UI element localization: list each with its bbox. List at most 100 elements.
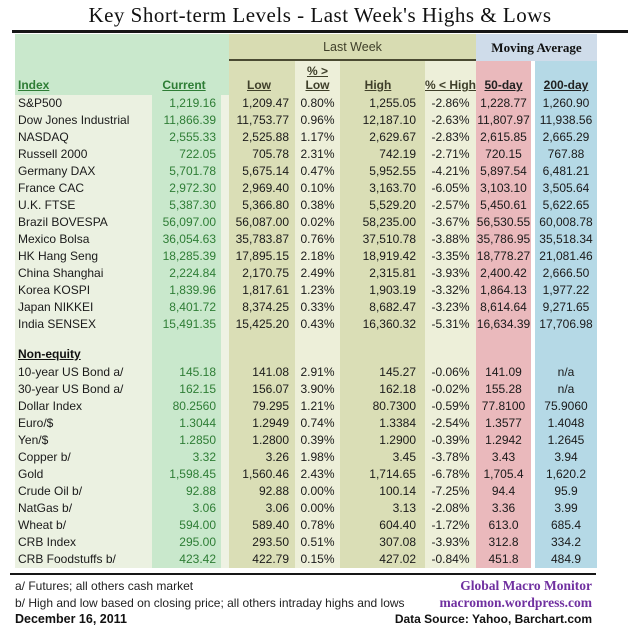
cell-ma50: 8,614.64 (476, 299, 531, 316)
cell-ma50 (476, 333, 531, 345)
moving-average-label: Moving Average (491, 39, 582, 55)
cell-ma200: n/a (535, 364, 597, 381)
cell-ma50: 720.15 (476, 146, 531, 163)
cell-pct-above-low (295, 333, 340, 345)
column-header-pct-below-high: % < High (425, 61, 476, 95)
cell-index: U.K. FTSE (15, 197, 152, 214)
cell-pct-above-low: 1.21% (295, 398, 340, 415)
cell-pct-above-low: 2.43% (295, 466, 340, 483)
cell-index: India SENSEX (15, 316, 152, 333)
table-row: HK Hang Seng 18,285.39 17,895.15 2.18% 18,91… (15, 248, 597, 265)
cell-current (152, 333, 221, 345)
cell-ma200: 1.2645 (535, 432, 597, 449)
column-gap (221, 95, 229, 112)
cell-index: Mexico Bolsa (15, 231, 152, 248)
column-gap (531, 534, 535, 551)
cell-ma200: 3,505.64 (535, 180, 597, 197)
cell-high: 162.18 (340, 381, 425, 398)
column-header-high: High (340, 61, 425, 95)
cell-ma200: 1,260.90 (535, 95, 597, 112)
cell-pct-below-high: -0.39% (425, 432, 476, 449)
cell-index: Russell 2000 (15, 146, 152, 163)
column-gap (531, 551, 535, 568)
column-gap (221, 449, 229, 466)
cell-index: CRB Index (15, 534, 152, 551)
cell-high: 307.08 (340, 534, 425, 551)
cell-high: 3.13 (340, 500, 425, 517)
cell-pct-below-high: -3.78% (425, 449, 476, 466)
cell-ma200: 1,620.2 (535, 466, 597, 483)
cell-high (340, 345, 425, 364)
column-gap (221, 146, 229, 163)
cell-ma50: 2,615.85 (476, 129, 531, 146)
footnote-b: b/ High and low based on closing price; … (15, 595, 405, 610)
cell-current: 1.2850 (152, 432, 221, 449)
cell-ma50 (476, 345, 531, 364)
cell-low: 589.40 (229, 517, 295, 534)
cell-low: 1,560.46 (229, 466, 295, 483)
table-row: Mexico Bolsa 36,054.63 35,783.87 0.76% 37,51… (15, 231, 597, 248)
cell-pct-above-low: 0.39% (295, 432, 340, 449)
cell-ma50: 155.28 (476, 381, 531, 398)
cell-high: 2,315.81 (340, 265, 425, 282)
cell-pct-below-high: -1.72% (425, 517, 476, 534)
cell-ma200: 2,665.29 (535, 129, 597, 146)
column-gap (531, 432, 535, 449)
cell-ma50: 18,778.27 (476, 248, 531, 265)
cell-pct-below-high: -3.23% (425, 299, 476, 316)
table-row: Brazil BOVESPA 56,097.00 56,087.00 0.02% 58,… (15, 214, 597, 231)
cell-pct-below-high: -3.88% (425, 231, 476, 248)
cell-pct-above-low: 0.38% (295, 197, 340, 214)
cell-index: Euro/$ (15, 415, 152, 432)
cell-ma200: 17,706.98 (535, 316, 597, 333)
cell-pct-above-low: 0.80% (295, 95, 340, 112)
cell-current: 1,839.96 (152, 282, 221, 299)
cell-pct-below-high: -2.08% (425, 500, 476, 517)
cell-pct-below-high: -6.05% (425, 180, 476, 197)
cell-ma50: 35,786.95 (476, 231, 531, 248)
cell-index (15, 333, 152, 345)
cell-ma50: 3,103.10 (476, 180, 531, 197)
cell-index: China Shanghai (15, 265, 152, 282)
table-row: CRB Foodstuffs b/423.42 422.79 0.15% 427.02… (15, 551, 597, 568)
cell-high: 37,510.78 (340, 231, 425, 248)
cell-ma200: 75.9060 (535, 398, 597, 415)
cell-current: 36,054.63 (152, 231, 221, 248)
column-gap (221, 345, 229, 364)
column-gap (221, 248, 229, 265)
column-gap (531, 265, 535, 282)
cell-ma200: 484.9 (535, 551, 597, 568)
cell-pct-above-low: 0.15% (295, 551, 340, 568)
levels-table: Last Week Moving Average Index Current L… (15, 34, 597, 573)
brand-url: macromon.wordpress.com (439, 594, 592, 610)
table-row: 10-year US Bond a/145.18 141.08 2.91% 145.2… (15, 364, 597, 381)
column-gap (531, 483, 535, 500)
table-row: Crude Oil b/92.88 92.88 0.00% 100.14 -7.25% 9… (15, 483, 597, 500)
table-row: CRB Index 295.00 293.50 0.51% 307.08 -3.93% 31… (15, 534, 597, 551)
column-gap (221, 129, 229, 146)
cell-ma50: 451.8 (476, 551, 531, 568)
group-header-spacer (15, 34, 229, 61)
cell-low: 11,753.77 (229, 112, 295, 129)
cell-current: 2,555.33 (152, 129, 221, 146)
cell-low: 5,366.80 (229, 197, 295, 214)
cell-index: Non-equity (15, 345, 152, 364)
cell-pct-below-high: -6.78% (425, 466, 476, 483)
cell-ma50: 312.8 (476, 534, 531, 551)
column-gap (221, 415, 229, 432)
cell-high: 18,919.42 (340, 248, 425, 265)
cell-high: 12,187.10 (340, 112, 425, 129)
cell-index: Crude Oil b/ (15, 483, 152, 500)
column-gap (531, 180, 535, 197)
table-row: Japan NIKKEI 8,401.72 8,374.25 0.33% 8,682.4… (15, 299, 597, 316)
cell-pct-above-low: 0.78% (295, 517, 340, 534)
cell-current: 11,866.39 (152, 112, 221, 129)
table-row: India SENSEX 15,491.35 15,425.20 0.43% 16,36… (15, 316, 597, 333)
cell-low: 35,783.87 (229, 231, 295, 248)
column-gap (531, 95, 535, 112)
cell-pct-above-low: 0.74% (295, 415, 340, 432)
column-gap (531, 299, 535, 316)
cell-ma200: 685.4 (535, 517, 597, 534)
column-gap (531, 231, 535, 248)
